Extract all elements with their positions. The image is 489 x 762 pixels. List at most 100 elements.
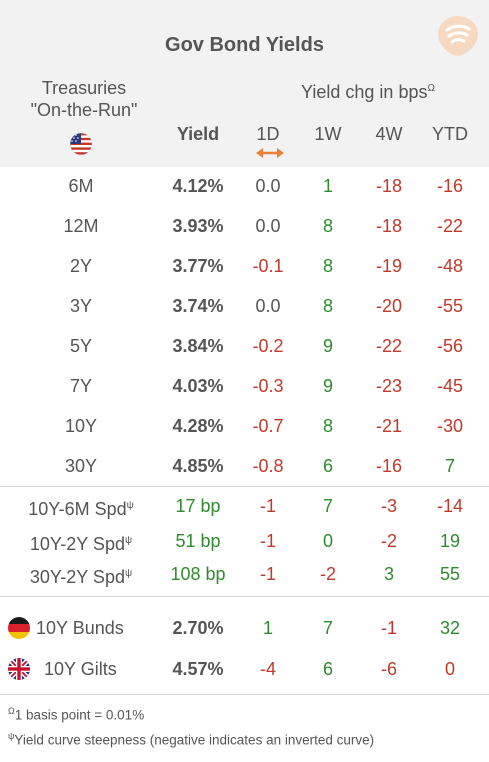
change-1w: 6 [322, 456, 333, 476]
change-1d: -1 [259, 496, 276, 516]
change-ytd: -30 [436, 416, 463, 436]
change-1d: -4 [259, 659, 276, 679]
change-ytd: -14 [436, 496, 463, 516]
table-row: 7Y 4.03% -0.3 9 -23 -45 [0, 372, 489, 400]
change-ytd: -22 [436, 216, 463, 236]
change-1d: 1 [262, 618, 273, 638]
row-label: 3Y [69, 296, 93, 316]
uk-flag-icon [8, 658, 30, 680]
change-ytd: -56 [436, 336, 463, 356]
change-1d: -1 [259, 564, 276, 584]
column-header-ytd: YTD [432, 124, 468, 144]
spread-label: 10Y-6M Spd [28, 499, 127, 519]
change-ytd: 32 [439, 618, 461, 638]
change-ytd: 7 [444, 456, 455, 476]
table-row: 10Y Bunds 2.70% 1 7 -1 32 [0, 614, 489, 642]
change-1d: -0.7 [252, 416, 284, 436]
change-1w: 8 [322, 416, 333, 436]
table-row: 10Y 4.28% -0.7 8 -21 -30 [0, 412, 489, 440]
row-label: 30Y [64, 456, 98, 476]
change-4w: -23 [375, 376, 402, 396]
table-row: 30Y-2Y Spdψ 108 bp -1 -2 3 55 [0, 560, 489, 588]
change-ytd: 19 [439, 531, 461, 551]
section-divider [0, 486, 489, 487]
yield-value: 3.77% [172, 256, 224, 276]
row-label: 6M [68, 176, 94, 196]
logo-icon [438, 16, 478, 56]
change-1d: 0.0 [255, 176, 281, 196]
row-label: 5Y [69, 336, 93, 356]
change-1d: -0.1 [252, 256, 284, 276]
change-4w: -18 [375, 216, 402, 236]
change-4w: -19 [375, 256, 402, 276]
change-1d: 0.0 [255, 296, 281, 316]
change-4w: -1 [380, 618, 397, 638]
table-row: 10Y Gilts 4.57% -4 6 -6 0 [0, 655, 489, 683]
yield-value: 4.28% [172, 416, 224, 436]
change-ytd: -48 [436, 256, 463, 276]
table-row: 10Y-2Y Spdψ 51 bp -1 0 -2 19 [0, 527, 489, 555]
spread-value: 51 bp [175, 531, 221, 551]
omega-footnote-marker: Ω [427, 83, 435, 94]
change-4w: 3 [383, 564, 394, 584]
us-flag-icon [69, 132, 93, 156]
change-1w: 6 [322, 659, 333, 679]
change-1d: -1 [259, 531, 276, 551]
section-divider [0, 596, 489, 597]
footnote-text: Yield curve steepness (negative indicate… [14, 732, 375, 748]
change-1w: -2 [319, 564, 336, 584]
change-1w: 8 [322, 216, 333, 236]
yield-change-label: Yield chg in bps [301, 82, 428, 102]
yield-change-header: Yield chg in bpsΩ [268, 82, 468, 103]
column-header-yield: Yield [176, 124, 220, 144]
change-ytd: 0 [444, 659, 455, 679]
yield-value: 4.03% [172, 376, 224, 396]
change-4w: -20 [375, 296, 402, 316]
change-ytd: -16 [436, 176, 463, 196]
page-title: Gov Bond Yields [165, 34, 324, 56]
change-ytd: -55 [436, 296, 463, 316]
table-row: 5Y 3.84% -0.2 9 -22 -56 [0, 332, 489, 360]
double-arrow-icon [256, 148, 284, 158]
change-4w: -3 [380, 496, 397, 516]
row-label: 10Y [64, 416, 98, 436]
row-label: 10Y-2Y Spdψ [0, 527, 162, 558]
treasuries-label-line2: "On-the-Run" [30, 100, 138, 120]
change-1w: 7 [322, 496, 333, 516]
row-label: 2Y [69, 256, 93, 276]
yield-value: 3.93% [172, 216, 224, 236]
footnote-text: 1 basis point = 0.01% [14, 707, 145, 723]
row-label: 12M [63, 216, 99, 236]
psi-footnote-marker: ψ [126, 500, 134, 511]
omega-footnote-marker: Ω [8, 706, 15, 716]
change-4w: -18 [375, 176, 402, 196]
yield-value: 4.85% [172, 456, 224, 476]
change-4w: -21 [375, 416, 402, 436]
footnote-yield-curve: ψYield curve steepness (negative indicat… [8, 731, 374, 748]
column-header-4w: 4W [375, 124, 403, 144]
change-4w: -6 [380, 659, 397, 679]
treasuries-label: Treasuries "On-the-Run" [14, 77, 154, 121]
row-label: 7Y [69, 376, 93, 396]
change-1w: 9 [322, 376, 333, 396]
table-row: 10Y-6M Spdψ 17 bp -1 7 -3 -14 [0, 492, 489, 520]
row-label: 10Y-6M Spdψ [0, 492, 162, 523]
row-label: 10Y Gilts [44, 659, 117, 679]
spread-label: 10Y-2Y Spd [29, 534, 125, 554]
change-1w: 1 [322, 176, 333, 196]
yield-value: 3.74% [172, 296, 224, 316]
row-label: 30Y-2Y Spdψ [0, 560, 162, 591]
footnote-basis-point: Ω1 basis point = 0.01% [8, 706, 144, 723]
psi-footnote-marker: ψ [124, 568, 133, 579]
change-1d: -0.3 [252, 376, 284, 396]
change-ytd: 55 [439, 564, 461, 584]
change-1d: -0.8 [252, 456, 284, 476]
treasuries-label-line1: Treasuries [41, 78, 127, 98]
section-divider [0, 694, 489, 695]
yield-value: 3.84% [172, 336, 224, 356]
spread-label: 30Y-2Y Spd [29, 567, 125, 587]
change-1d: 0.0 [255, 216, 281, 236]
change-4w: -16 [375, 456, 402, 476]
table-row: 6M 4.12% 0.0 1 -18 -16 [0, 172, 489, 200]
row-label: 10Y Bunds [36, 618, 124, 638]
